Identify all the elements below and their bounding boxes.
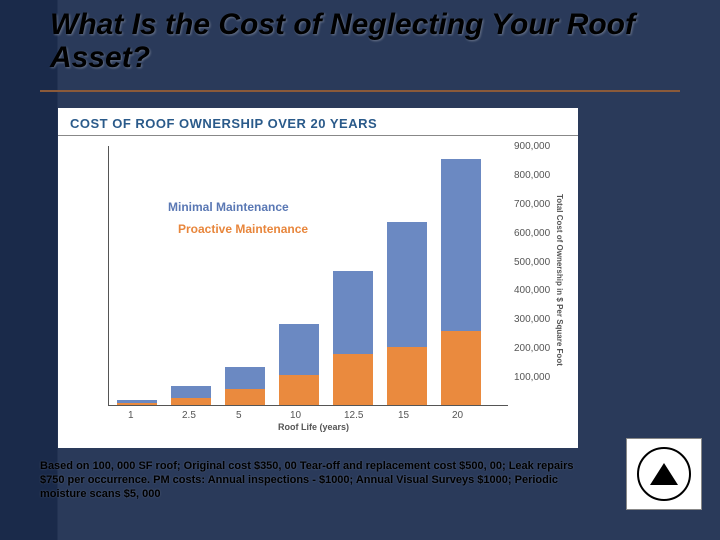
y-tick-label: 800,000 xyxy=(514,170,550,181)
y-tick-label: 500,000 xyxy=(514,257,550,268)
bar-segment xyxy=(171,386,211,398)
x-tick-label: 12.5 xyxy=(344,410,363,421)
bar-segment xyxy=(333,271,373,355)
title-underline xyxy=(40,90,680,92)
bar-segment xyxy=(117,403,157,405)
bar-segment xyxy=(225,367,265,389)
y-tick-label: 900,000 xyxy=(514,141,550,152)
chart-header: COST OF ROOF OWNERSHIP OVER 20 YEARS xyxy=(58,108,578,136)
bar-segment xyxy=(333,354,373,405)
bar-segment xyxy=(117,400,157,403)
slide-title: What Is the Cost of Neglecting Your Roof… xyxy=(50,8,670,74)
footnote-text: Based on 100, 000 SF roof; Original cost… xyxy=(40,460,600,501)
bar-segment xyxy=(171,398,211,405)
y-tick-label: 300,000 xyxy=(514,314,550,325)
legend-proactive: Proactive Maintenance xyxy=(178,222,308,236)
chart-area: Minimal Maintenance Proactive Maintenanc… xyxy=(58,140,578,440)
y-axis-title: Total Cost of Ownership in $ Per Square … xyxy=(554,180,563,380)
bar-segment xyxy=(387,347,427,405)
bar-segment xyxy=(441,159,481,331)
x-tick-label: 15 xyxy=(398,410,409,421)
x-tick-label: 2.5 xyxy=(182,410,196,421)
bar-segment xyxy=(441,331,481,405)
bar-segment xyxy=(225,389,265,405)
y-tick-label: 600,000 xyxy=(514,228,550,239)
x-axis-title: Roof Life (years) xyxy=(278,422,349,432)
x-tick-label: 5 xyxy=(236,410,242,421)
chart-panel: COST OF ROOF OWNERSHIP OVER 20 YEARS Min… xyxy=(58,108,578,448)
aia-logo xyxy=(626,438,702,510)
chart-plot xyxy=(108,146,508,406)
bar-segment xyxy=(279,324,319,375)
logo-triangle-icon xyxy=(650,463,678,485)
x-tick-label: 10 xyxy=(290,410,301,421)
bar-segment xyxy=(387,222,427,348)
x-tick-label: 1 xyxy=(128,410,134,421)
y-tick-label: 100,000 xyxy=(514,372,550,383)
y-tick-label: 700,000 xyxy=(514,199,550,210)
y-tick-label: 400,000 xyxy=(514,285,550,296)
logo-circle-icon xyxy=(637,447,691,501)
legend-minimal: Minimal Maintenance xyxy=(168,200,289,214)
x-tick-label: 20 xyxy=(452,410,463,421)
y-tick-label: 200,000 xyxy=(514,343,550,354)
bar-segment xyxy=(279,375,319,405)
